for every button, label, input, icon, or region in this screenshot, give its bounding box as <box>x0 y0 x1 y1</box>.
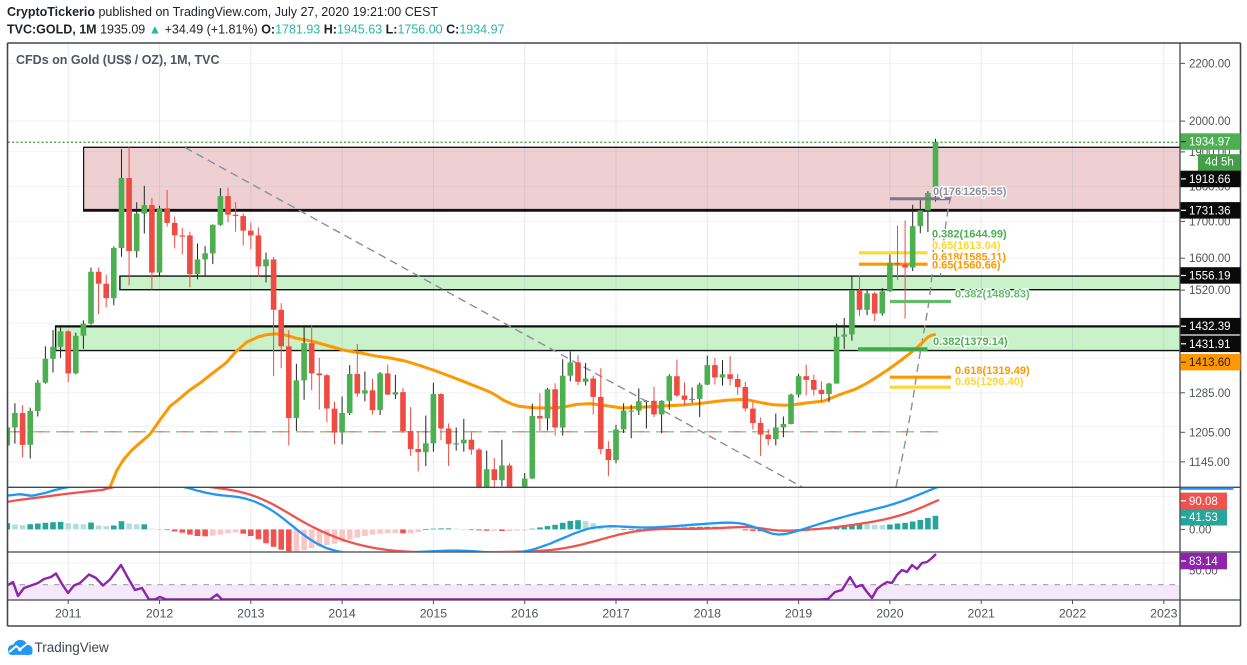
svg-text:2200.00: 2200.00 <box>1189 58 1231 70</box>
svg-text:CryptoTickerio published on Tr: CryptoTickerio published on TradingView.… <box>7 5 438 19</box>
svg-text:1285.00: 1285.00 <box>1189 388 1231 400</box>
svg-text:1934.97: 1934.97 <box>1189 137 1231 149</box>
svg-text:2022: 2022 <box>1059 607 1087 621</box>
svg-text:2015: 2015 <box>420 607 448 621</box>
svg-text:0.65(1613.04): 0.65(1613.04) <box>932 240 1001 252</box>
svg-text:1145.00: 1145.00 <box>1189 457 1230 469</box>
svg-text:1413.60: 1413.60 <box>1189 357 1231 369</box>
svg-text:2016: 2016 <box>511 607 539 621</box>
svg-text:CFDs on Gold (US$ / OZ), 1M, T: CFDs on Gold (US$ / OZ), 1M, TVC <box>16 53 219 67</box>
svg-text:41.53: 41.53 <box>1189 512 1218 524</box>
svg-text:2023: 2023 <box>1150 607 1178 621</box>
svg-text:1432.39: 1432.39 <box>1189 321 1231 333</box>
svg-text:2013: 2013 <box>237 607 265 621</box>
svg-text:2000.00: 2000.00 <box>1189 116 1231 128</box>
svg-text:0.382(1379.14): 0.382(1379.14) <box>933 336 1008 348</box>
svg-text:0.00: 0.00 <box>1189 524 1211 536</box>
svg-text:2018: 2018 <box>694 607 722 621</box>
svg-text:0.65(1296.40): 0.65(1296.40) <box>955 376 1024 388</box>
svg-text:83.14: 83.14 <box>1189 556 1218 568</box>
svg-text:2011: 2011 <box>55 607 82 621</box>
svg-text:0.65(1560.66): 0.65(1560.66) <box>932 260 1001 272</box>
svg-text:0.382(1489.83): 0.382(1489.83) <box>955 289 1030 301</box>
svg-text:1265.55): 1265.55) <box>963 186 1007 198</box>
svg-text:1520.00: 1520.00 <box>1189 285 1231 297</box>
svg-text:2020: 2020 <box>876 607 904 621</box>
svg-text:1918.66: 1918.66 <box>1189 174 1231 186</box>
svg-text:0.618(1585.11): 0.618(1585.11) <box>932 252 1006 264</box>
svg-text:1700.00: 1700.00 <box>1189 216 1231 228</box>
svg-text:TradingView: TradingView <box>35 640 110 655</box>
svg-text:2012: 2012 <box>146 607 174 621</box>
svg-text:2014: 2014 <box>328 607 356 621</box>
svg-text:90.08: 90.08 <box>1189 496 1218 508</box>
svg-text:TVC:GOLD, 1M 1935.09 ▲ +34.49: TVC:GOLD, 1M 1935.09 ▲ +34.49 (+1.81%) O… <box>7 23 505 37</box>
svg-text:1731.36: 1731.36 <box>1189 205 1231 217</box>
svg-text:2021: 2021 <box>968 607 996 621</box>
svg-text:0(1765.17): 0(1765.17) <box>933 186 987 198</box>
svg-text:0.618(1319.49): 0.618(1319.49) <box>955 365 1030 377</box>
svg-text:1600.00: 1600.00 <box>1189 253 1231 265</box>
svg-text:0.382(1644.99): 0.382(1644.99) <box>932 229 1007 241</box>
svg-text:1205.00: 1205.00 <box>1189 427 1231 439</box>
svg-text:2019: 2019 <box>785 607 813 621</box>
svg-text:1431.91: 1431.91 <box>1189 339 1231 351</box>
svg-text:2017: 2017 <box>602 607 630 621</box>
svg-text:1556.19: 1556.19 <box>1189 271 1231 283</box>
svg-text:4d 5h: 4d 5h <box>1205 157 1234 169</box>
